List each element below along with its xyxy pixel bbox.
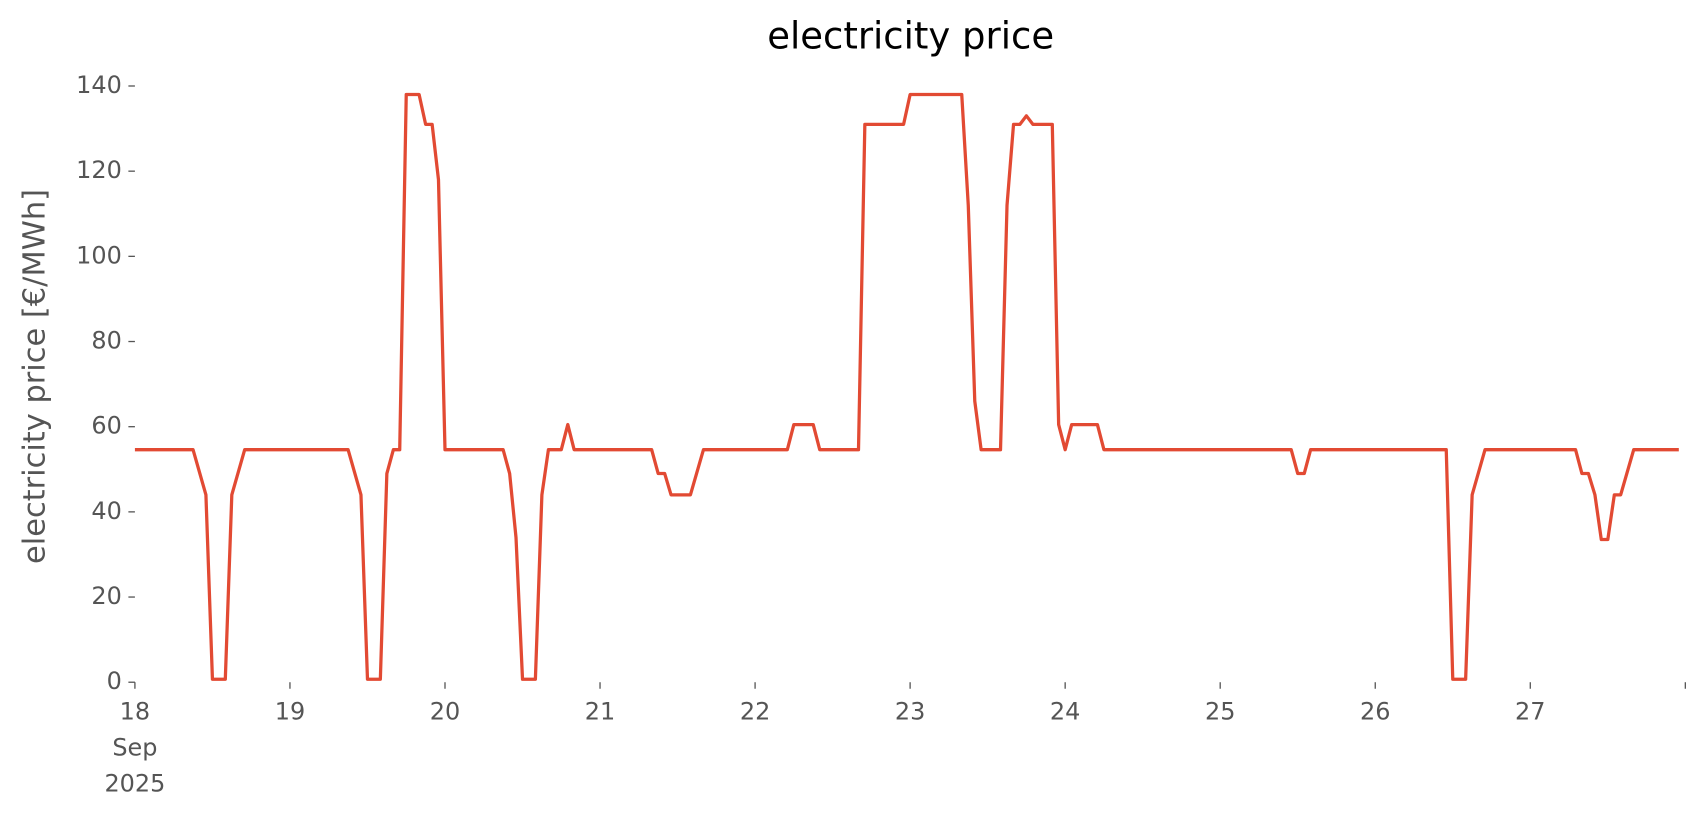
x-tick-label-line: 25	[1205, 698, 1235, 726]
x-tick-label-line: 19	[275, 698, 305, 726]
price-line	[134, 92, 1679, 681]
x-tick-label-line: 27	[1515, 698, 1545, 726]
x-tick-label-line: 26	[1360, 698, 1390, 726]
y-tick-label: 0	[107, 667, 122, 695]
x-tick-label-line: 23	[895, 698, 925, 726]
x-tick-label: 25	[1205, 698, 1235, 726]
x-tick-label: 23	[895, 698, 925, 726]
x-tick-label: 21	[585, 698, 615, 726]
x-tick-label-line: 21	[585, 698, 615, 726]
x-tick-label: 22	[740, 698, 770, 726]
x-tick-label: 24	[1050, 698, 1080, 726]
x-tick-label-line: 22	[740, 698, 770, 726]
y-tick-label: 20	[91, 582, 121, 610]
x-tick-label: 18 Sep 2025	[104, 698, 165, 798]
x-tick-label-line: 2025	[104, 769, 165, 797]
y-tick-label: 120	[76, 156, 122, 184]
x-tick-label-line: 20	[430, 698, 460, 726]
y-tick-label: 40	[91, 497, 121, 525]
x-tick-label: 26	[1360, 698, 1390, 726]
y-tick-label: 80	[91, 327, 121, 355]
y-tick-label: 100	[76, 241, 122, 269]
x-tick-label-line: 24	[1050, 698, 1080, 726]
x-tick-label: 19	[275, 698, 305, 726]
x-tick-label-line: Sep	[112, 734, 157, 762]
y-tick-label: 60	[91, 412, 121, 440]
x-tick-label-line: 18	[120, 698, 150, 726]
y-axis-label: electricity price [€/MWh]	[17, 189, 52, 564]
x-tick-label: 20	[430, 698, 460, 726]
x-tick-label: 27	[1515, 698, 1545, 726]
chart-title: electricity price	[767, 15, 1054, 58]
y-tick-label: 140	[76, 71, 122, 99]
